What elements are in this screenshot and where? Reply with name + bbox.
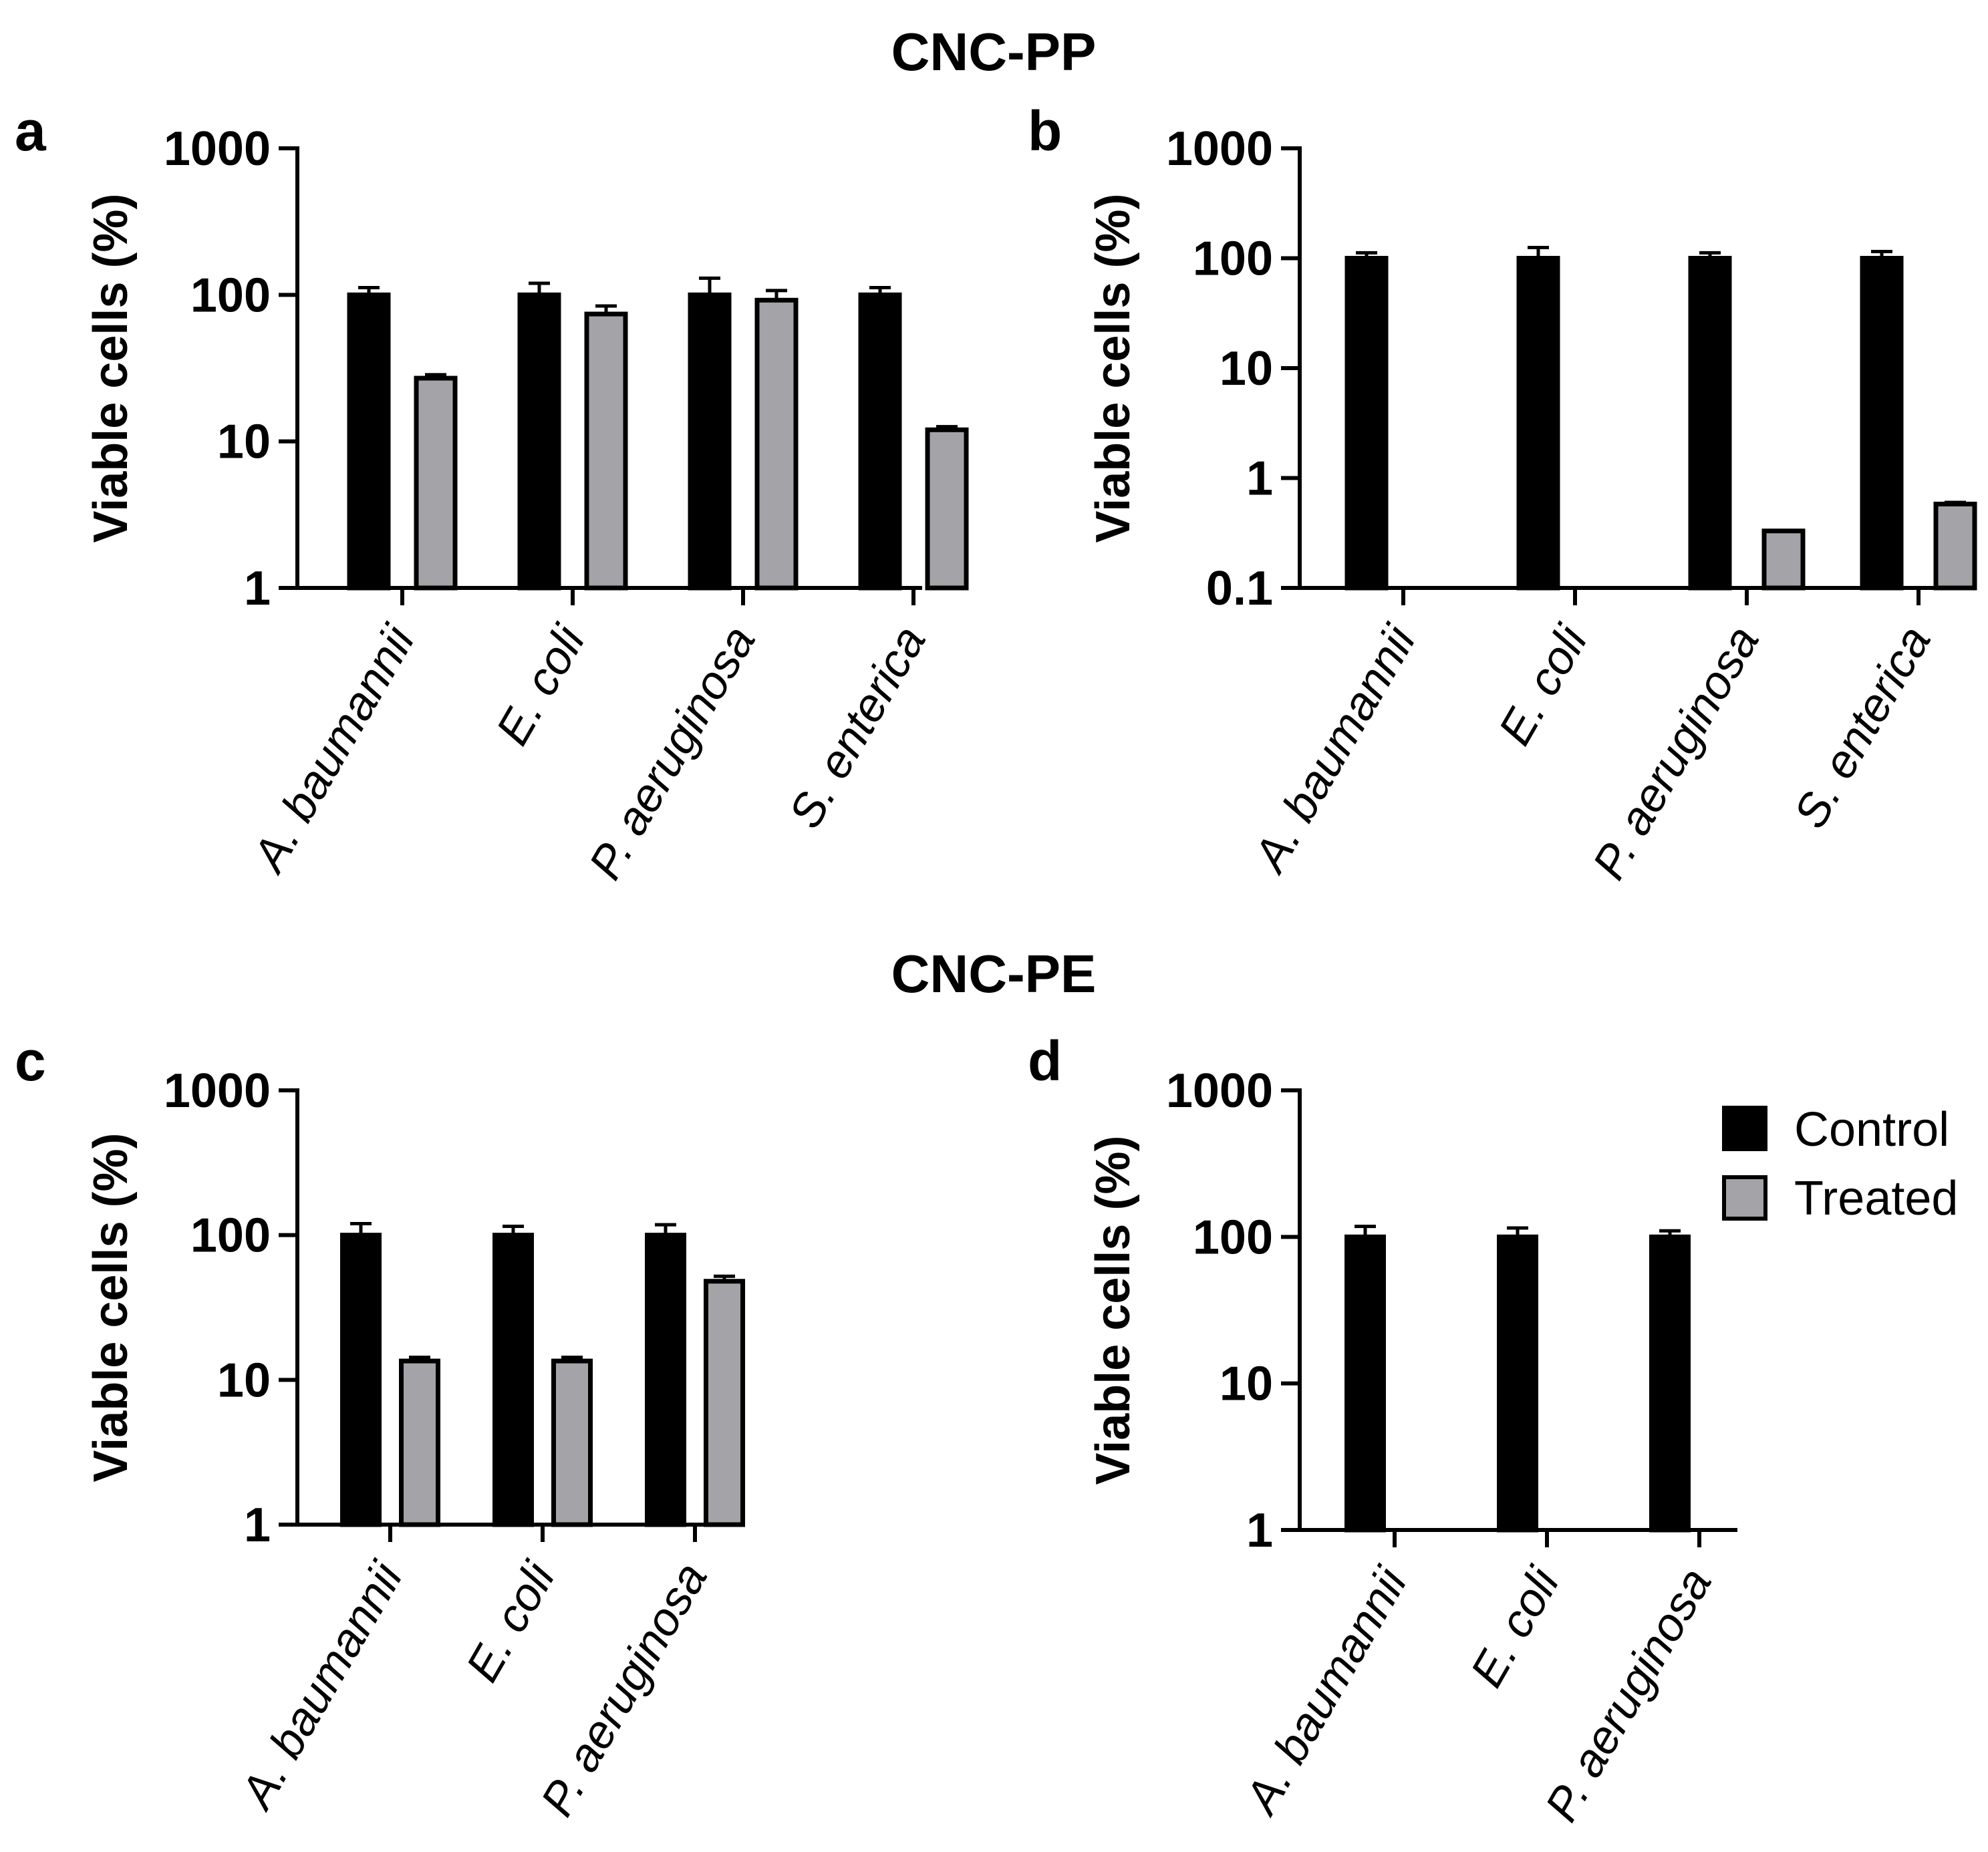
- x-category-label: P. aeruginosa: [1535, 1559, 1721, 1830]
- legend-swatch-control: [1722, 1106, 1767, 1151]
- bar-control-a-baumannii: [1344, 256, 1389, 591]
- y-tick-label: 1: [1246, 452, 1273, 506]
- x-category-label: P. aeruginosa: [531, 1554, 717, 1825]
- bar-treated-p-aeruginosa: [754, 297, 799, 591]
- y-tick-label: 100: [190, 1209, 271, 1263]
- x-category-label: P. aeruginosa: [579, 617, 765, 888]
- bar-treated-s-enterica: [1933, 501, 1977, 591]
- bar-control-p-aeruginosa: [1649, 1234, 1691, 1533]
- y-tick-label: 10: [217, 416, 271, 469]
- chart-panel-c: c Viable cells (%) 1 10 100 1000 A. baumannii E…: [15, 1030, 745, 1825]
- panel-letter-a: a: [15, 100, 47, 162]
- legend: Control Treated: [1722, 1103, 1958, 1225]
- bar-treated-e-coli: [584, 311, 628, 591]
- x-category-label: E. coli: [486, 615, 595, 753]
- bar-treated-a-baumannii: [414, 375, 458, 591]
- bar-control-s-enterica: [1860, 256, 1904, 591]
- y-tick-label: 1000: [164, 1064, 271, 1118]
- chart-panel-a: a Viable cells (%) 1 10 100 1000 A. baumannii E…: [15, 100, 969, 888]
- group-title-cnc-pe: CNC-PE: [891, 944, 1097, 1004]
- chart-panel-d: d Viable cells (%) 1 10 100 1000 A. baumannii E…: [1028, 1030, 1737, 1830]
- bar-control-e-coli: [517, 292, 561, 591]
- y-tick-label: 10: [217, 1354, 271, 1407]
- panel-letter-c: c: [15, 1030, 46, 1092]
- y-axis-label: Viable cells (%): [84, 194, 138, 543]
- bar-control-a-baumannii: [347, 292, 391, 591]
- x-category-label: S. enterica: [1784, 617, 1941, 837]
- bar-treated-p-aeruginosa: [1761, 528, 1806, 591]
- bar-control-e-coli: [1516, 256, 1560, 591]
- x-category-label: A. baumannii: [241, 615, 425, 881]
- y-tick-label: 100: [190, 269, 271, 322]
- x-category-label: A. baumannii: [1234, 1557, 1417, 1823]
- bar-control-e-coli: [492, 1233, 534, 1527]
- bar-control-a-baumannii: [340, 1233, 382, 1527]
- y-tick-label: 1000: [164, 122, 271, 176]
- y-tick-label: 10: [1220, 342, 1273, 396]
- y-axis-label: Viable cells (%): [84, 1133, 138, 1483]
- x-category-label: P. aeruginosa: [1582, 617, 1769, 888]
- panel-letter-b: b: [1028, 100, 1062, 162]
- y-tick-label: 10: [1220, 1358, 1273, 1411]
- y-tick-label: 1000: [1166, 122, 1273, 176]
- chart-panel-b: b Viable cells (%) 0.1 1 10 100 1000 A. baumann…: [1028, 100, 1977, 888]
- bar-treated-e-coli: [551, 1358, 593, 1527]
- x-category-label: E. coli: [1460, 1557, 1570, 1695]
- x-category-label: E. coli: [456, 1552, 565, 1690]
- legend-label-treated: Treated: [1794, 1172, 1958, 1225]
- bar-control-p-aeruginosa: [1688, 256, 1732, 591]
- y-tick-label: 1: [1246, 1504, 1273, 1557]
- y-tick-label: 0.1: [1206, 562, 1273, 615]
- y-axis-label: Viable cells (%): [1087, 1136, 1140, 1485]
- y-tick-label: 1: [244, 1499, 271, 1552]
- legend-label-control: Control: [1794, 1103, 1949, 1156]
- y-axis-label: Viable cells (%): [1087, 194, 1140, 543]
- bar-control-p-aeruginosa: [645, 1233, 686, 1527]
- bar-treated-s-enterica: [925, 427, 969, 591]
- bar-treated-a-baumannii: [399, 1358, 440, 1527]
- x-category-label: A. baumannii: [1242, 615, 1426, 881]
- bar-control-e-coli: [1497, 1234, 1538, 1533]
- y-tick-label: 1: [244, 562, 271, 615]
- y-tick-label: 100: [1193, 1211, 1273, 1264]
- bar-treated-p-aeruginosa: [704, 1279, 745, 1527]
- x-category-label: S. enterica: [778, 617, 936, 837]
- group-title-cnc-pp: CNC-PP: [891, 22, 1097, 82]
- y-tick-label: 100: [1193, 233, 1273, 286]
- x-category-label: A. baumannii: [229, 1552, 413, 1818]
- x-category-label: E. coli: [1488, 615, 1598, 753]
- bar-control-s-enterica: [858, 292, 902, 591]
- panel-letter-d: d: [1028, 1030, 1062, 1092]
- y-tick-label: 1000: [1166, 1064, 1273, 1118]
- legend-swatch-treated: [1722, 1175, 1767, 1221]
- bar-control-a-baumannii: [1344, 1234, 1386, 1533]
- bar-control-p-aeruginosa: [688, 292, 732, 591]
